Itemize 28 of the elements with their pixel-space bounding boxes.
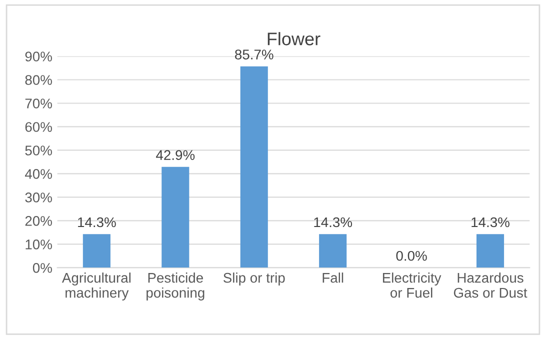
y-tick-label: 60%: [25, 122, 52, 132]
y-tick-label: 80%: [25, 75, 52, 85]
y-tick-label: 90%: [25, 52, 52, 62]
y-tick-label: 0%: [32, 263, 52, 273]
x-tick-label: Pesticide poisoning: [146, 272, 204, 300]
data-label: 14.3%: [78, 217, 116, 228]
x-tick-label: Fall: [322, 272, 344, 283]
chart-title: Flower: [268, 32, 320, 46]
x-tick-label: Agricultural machinery: [62, 272, 130, 300]
y-tick-label: 30%: [25, 192, 52, 202]
y-tick-label: 40%: [24, 169, 52, 179]
data-label: 42.9%: [156, 150, 195, 160]
data-label: 85.7%: [235, 50, 274, 60]
y-tick-label: 50%: [25, 146, 52, 156]
bar: [82, 234, 110, 268]
y-tick-label: 10%: [26, 240, 52, 250]
x-tick-label: Electricity or Fuel: [382, 272, 442, 298]
bar: [240, 66, 268, 268]
bar: [319, 234, 347, 268]
x-tick-label: Hazardous Gas or Dust: [454, 272, 528, 298]
data-label: 0.0%: [396, 250, 427, 261]
bar: [476, 234, 504, 268]
x-tick-label: Slip or trip: [223, 272, 285, 286]
y-tick-label: 20%: [25, 216, 52, 226]
data-label: 14.3%: [472, 217, 510, 228]
data-label: 14.3%: [314, 217, 352, 228]
y-tick-label: 70%: [25, 98, 52, 108]
bar: [162, 166, 190, 268]
